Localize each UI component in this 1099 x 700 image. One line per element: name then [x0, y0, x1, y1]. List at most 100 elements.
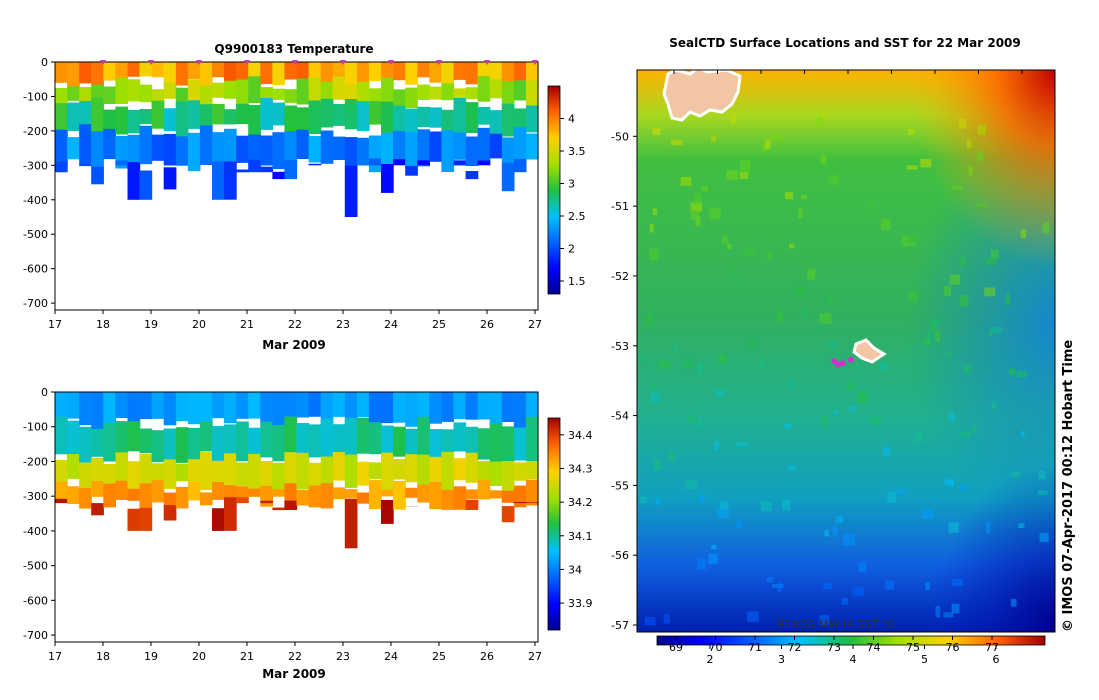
sst-pixel	[824, 530, 829, 537]
sst-colorbar	[656, 635, 1046, 646]
sst-pixel	[958, 431, 971, 437]
section-cell	[477, 392, 491, 420]
section-cell	[151, 392, 165, 419]
section-cell	[296, 78, 310, 105]
sst-pixel	[972, 426, 977, 434]
section-cell	[139, 125, 153, 165]
sst-pixel	[766, 577, 773, 583]
sst-pixel	[870, 417, 882, 425]
sst-pixel	[699, 493, 705, 503]
section-cell	[127, 162, 141, 200]
section-cell	[501, 392, 515, 422]
sst-pixel	[798, 208, 803, 219]
colorbar-tick-label-f: 71	[748, 641, 762, 654]
colorbar-tick-label-f: 69	[669, 641, 683, 654]
section-cell	[163, 428, 177, 464]
section-cell	[320, 130, 334, 164]
section-cell	[79, 124, 92, 167]
profile-marker	[388, 60, 394, 65]
colorbar-tick-label-f: 76	[946, 641, 960, 654]
section-cell	[139, 84, 153, 103]
section-cell	[67, 420, 80, 457]
section-cell	[356, 461, 370, 486]
sst-pixel	[885, 580, 894, 590]
y-tick-label: -700	[23, 297, 48, 310]
temperature-xlabel: Mar 2009	[262, 338, 326, 352]
sst-pixel	[807, 268, 816, 280]
section-cell	[139, 453, 153, 487]
sst-pixel	[683, 359, 692, 369]
section-cell	[465, 392, 479, 420]
section-cell	[477, 461, 491, 481]
section-cell	[79, 86, 92, 105]
section-cell	[272, 425, 286, 462]
sst-pixel	[686, 480, 697, 489]
section-cell	[344, 489, 358, 499]
section-cell	[91, 97, 104, 135]
section-cell	[115, 78, 129, 104]
section-cell	[525, 392, 539, 421]
sst-pixel	[925, 582, 931, 590]
section-cell	[429, 62, 442, 83]
sst-pixel	[929, 320, 936, 332]
section-cell	[236, 62, 249, 84]
sst-pixel	[1011, 472, 1020, 477]
sst-pixel	[1038, 490, 1048, 495]
colorbar-tick-label-c: 6	[993, 653, 1000, 666]
temperature-x-ticks: 17 18 19 20 21 22 23 24 25 26 27	[48, 310, 542, 331]
section-cell	[429, 107, 442, 128]
sst-pixel	[777, 582, 782, 593]
section-cell	[260, 166, 273, 173]
section-cell	[284, 416, 298, 459]
x-tick-label: 25	[432, 318, 446, 331]
sst-pixel	[652, 128, 661, 135]
sst-pixel	[730, 113, 737, 124]
sst-pixel	[948, 522, 959, 533]
section-cell	[513, 501, 527, 504]
section-cell	[393, 62, 406, 81]
section-cell	[405, 87, 418, 109]
sst-pixel	[690, 212, 700, 220]
section-cell	[175, 136, 189, 166]
section-cell	[489, 490, 503, 499]
sst-pixel	[663, 614, 670, 624]
y-tick-label: -300	[23, 490, 48, 503]
sst-pixel	[720, 501, 729, 510]
sst-pixel	[949, 274, 961, 285]
section-cell	[381, 101, 394, 137]
section-cell	[368, 158, 382, 166]
section-cell	[405, 454, 418, 483]
section-cell	[429, 86, 442, 100]
sst-pixel	[1018, 523, 1025, 529]
section-cell	[393, 105, 406, 137]
section-cell	[127, 488, 141, 501]
sst-pixel	[693, 193, 701, 205]
copyright-label: © IMOS 07-Apr-2017 00:12 Hobart Time	[1061, 340, 1076, 632]
section-cell	[356, 417, 370, 454]
section-cell	[525, 461, 539, 479]
colorbar-tick-label-f: 77	[985, 641, 999, 654]
sst-pixel	[656, 497, 661, 505]
section-cell	[55, 161, 68, 173]
section-cell	[356, 62, 370, 87]
section-cell	[344, 498, 358, 549]
sst-pixel	[680, 176, 692, 186]
section-cell	[308, 76, 322, 102]
colorbar-tick-label-c: 3	[778, 653, 785, 666]
section-cell	[525, 133, 539, 160]
sst-pixel	[698, 418, 703, 427]
section-cell	[236, 486, 249, 497]
section-cell	[127, 508, 141, 531]
sst-pixel	[910, 241, 916, 247]
section-cell	[513, 392, 527, 428]
section-cell	[272, 507, 286, 511]
section-cell	[91, 503, 104, 516]
section-cell	[465, 62, 479, 85]
section-cell	[477, 428, 491, 460]
section-cell	[187, 392, 201, 425]
temperature-title: Q9900183 Temperature	[214, 42, 373, 56]
section-cell	[187, 100, 201, 129]
section-cell	[417, 416, 430, 464]
section-cell	[332, 392, 346, 417]
section-cell	[356, 492, 370, 504]
